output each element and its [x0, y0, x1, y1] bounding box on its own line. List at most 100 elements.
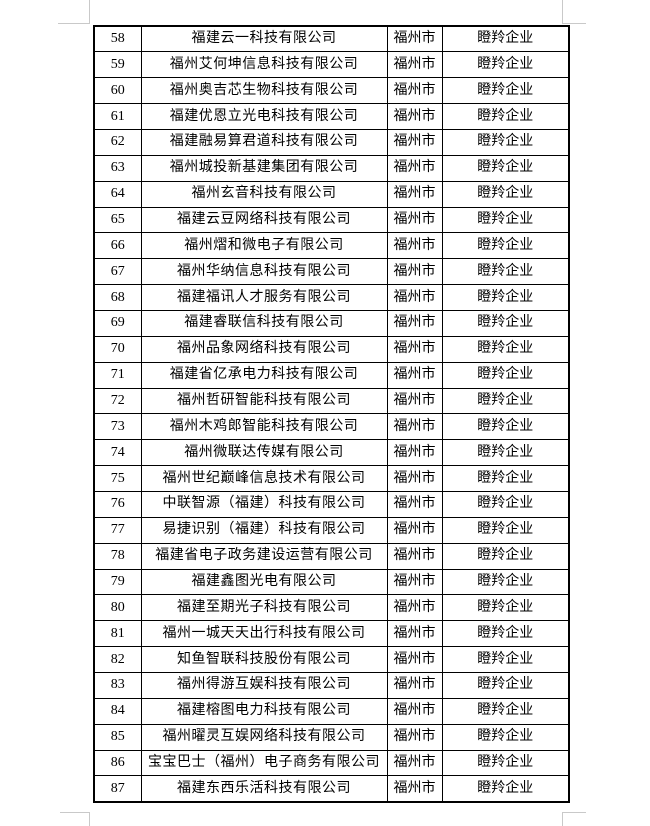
- city-cell: 福州市: [386, 620, 443, 648]
- row-number-cell: 62: [93, 128, 142, 156]
- city-cell: 福州市: [386, 77, 443, 105]
- city-cell: 福州市: [386, 51, 443, 79]
- table-row: 69 福建睿联信科技有限公司 福州市 瞪羚企业: [93, 309, 570, 337]
- row-number-cell: 64: [93, 180, 142, 208]
- company-name-cell: 福建省亿承电力科技有限公司: [140, 361, 388, 389]
- company-name-cell: 福州曜灵互娱网络科技有限公司: [140, 723, 388, 751]
- city-cell: 福州市: [386, 335, 443, 363]
- enterprise-type-cell: 瞪羚企业: [441, 620, 570, 648]
- enterprise-type-cell: 瞪羚企业: [441, 697, 570, 725]
- city-cell: 福州市: [386, 387, 443, 415]
- enterprise-type-cell: 瞪羚企业: [441, 723, 570, 751]
- table-row: 73 福州木鸡郎智能科技有限公司 福州市 瞪羚企业: [93, 413, 570, 441]
- enterprise-type-cell: 瞪羚企业: [441, 594, 570, 622]
- table-row: 62 福建融易算君道科技有限公司 福州市 瞪羚企业: [93, 128, 570, 156]
- crop-mark-bottom-left: [60, 812, 90, 826]
- city-cell: 福州市: [386, 723, 443, 751]
- company-name-cell: 宝宝巴士（福州）电子商务有限公司: [140, 749, 388, 777]
- row-number-cell: 69: [93, 309, 142, 337]
- enterprise-type-cell: 瞪羚企业: [441, 361, 570, 389]
- table-row: 58 福建云一科技有限公司 福州市 瞪羚企业: [93, 25, 570, 53]
- company-name-cell: 福州世纪巅峰信息技术有限公司: [140, 465, 388, 492]
- city-cell: 福州市: [386, 309, 443, 337]
- enterprise-type-cell: 瞪羚企业: [441, 646, 570, 673]
- city-cell: 福州市: [386, 594, 443, 622]
- company-name-cell: 知鱼智联科技股份有限公司: [140, 646, 388, 673]
- company-name-cell: 福建睿联信科技有限公司: [140, 309, 388, 337]
- company-name-cell: 福州奥吉芯生物科技有限公司: [140, 77, 388, 105]
- row-number-cell: 61: [93, 103, 142, 130]
- enterprise-type-cell: 瞪羚企业: [441, 128, 570, 156]
- table-row: 71 福建省亿承电力科技有限公司 福州市 瞪羚企业: [93, 361, 570, 389]
- company-name-cell: 福建榕图电力科技有限公司: [140, 697, 388, 725]
- company-name-cell: 福州玄音科技有限公司: [140, 180, 388, 208]
- enterprise-type-cell: 瞪羚企业: [441, 439, 570, 467]
- row-number-cell: 73: [93, 413, 142, 441]
- table-row: 76 中联智源（福建）科技有限公司 福州市 瞪羚企业: [93, 490, 570, 518]
- crop-mark-top-left: [58, 0, 90, 24]
- company-name-cell: 福建优恩立光电科技有限公司: [140, 103, 388, 130]
- company-name-cell: 中联智源（福建）科技有限公司: [140, 490, 388, 518]
- city-cell: 福州市: [386, 568, 443, 596]
- row-number-cell: 74: [93, 439, 142, 467]
- enterprise-type-cell: 瞪羚企业: [441, 542, 570, 570]
- company-name-cell: 福建鑫图光电有限公司: [140, 568, 388, 596]
- table-row: 78 福建省电子政务建设运营有限公司 福州市 瞪羚企业: [93, 542, 570, 570]
- table-row: 68 福建福讯人才服务有限公司 福州市 瞪羚企业: [93, 284, 570, 311]
- row-number-cell: 71: [93, 361, 142, 389]
- company-name-cell: 福建省电子政务建设运营有限公司: [140, 542, 388, 570]
- enterprise-type-cell: 瞪羚企业: [441, 387, 570, 415]
- row-number-cell: 58: [93, 25, 142, 53]
- city-cell: 福州市: [386, 646, 443, 673]
- row-number-cell: 75: [93, 465, 142, 492]
- company-name-cell: 福州艾何坤信息科技有限公司: [140, 51, 388, 79]
- crop-mark-bottom-right: [562, 812, 586, 826]
- row-number-cell: 84: [93, 697, 142, 725]
- row-number-cell: 81: [93, 620, 142, 648]
- city-cell: 福州市: [386, 671, 443, 699]
- enterprise-type-cell: 瞪羚企业: [441, 335, 570, 363]
- table-row: 83 福州得游互娱科技有限公司 福州市 瞪羚企业: [93, 671, 570, 699]
- enterprise-type-cell: 瞪羚企业: [441, 103, 570, 130]
- table-row: 64 福州玄音科技有限公司 福州市 瞪羚企业: [93, 180, 570, 208]
- table-row: 60 福州奥吉芯生物科技有限公司 福州市 瞪羚企业: [93, 77, 570, 105]
- row-number-cell: 87: [93, 775, 142, 803]
- table-row: 70 福州品象网络科技有限公司 福州市 瞪羚企业: [93, 335, 570, 363]
- table-row: 80 福建至期光子科技有限公司 福州市 瞪羚企业: [93, 594, 570, 622]
- company-name-cell: 福州微联达传媒有限公司: [140, 439, 388, 467]
- row-number-cell: 86: [93, 749, 142, 777]
- company-name-cell: 福建至期光子科技有限公司: [140, 594, 388, 622]
- row-number-cell: 59: [93, 51, 142, 79]
- company-name-cell: 福建云豆网络科技有限公司: [140, 206, 388, 234]
- enterprise-type-cell: 瞪羚企业: [441, 516, 570, 544]
- table-row: 59 福州艾何坤信息科技有限公司 福州市 瞪羚企业: [93, 51, 570, 79]
- row-number-cell: 63: [93, 154, 142, 182]
- table-row: 79 福建鑫图光电有限公司 福州市 瞪羚企业: [93, 568, 570, 596]
- city-cell: 福州市: [386, 232, 443, 260]
- enterprise-type-cell: 瞪羚企业: [441, 180, 570, 208]
- table-row: 65 福建云豆网络科技有限公司 福州市 瞪羚企业: [93, 206, 570, 234]
- table-row: 84 福建榕图电力科技有限公司 福州市 瞪羚企业: [93, 697, 570, 725]
- enterprise-table: 58 福建云一科技有限公司 福州市 瞪羚企业 59 福州艾何坤信息科技有限公司 …: [93, 25, 570, 803]
- city-cell: 福州市: [386, 258, 443, 286]
- enterprise-type-cell: 瞪羚企业: [441, 671, 570, 699]
- enterprise-type-cell: 瞪羚企业: [441, 258, 570, 286]
- company-name-cell: 福州熠和微电子有限公司: [140, 232, 388, 260]
- city-cell: 福州市: [386, 465, 443, 492]
- enterprise-type-cell: 瞪羚企业: [441, 206, 570, 234]
- city-cell: 福州市: [386, 128, 443, 156]
- company-name-cell: 福建融易算君道科技有限公司: [140, 128, 388, 156]
- row-number-cell: 79: [93, 568, 142, 596]
- row-number-cell: 78: [93, 542, 142, 570]
- enterprise-type-cell: 瞪羚企业: [441, 51, 570, 79]
- company-name-cell: 福州得游互娱科技有限公司: [140, 671, 388, 699]
- table-row: 85 福州曜灵互娱网络科技有限公司 福州市 瞪羚企业: [93, 723, 570, 751]
- company-name-cell: 福州一城天天出行科技有限公司: [140, 620, 388, 648]
- city-cell: 福州市: [386, 775, 443, 803]
- enterprise-type-cell: 瞪羚企业: [441, 413, 570, 441]
- table-row: 63 福州城投新基建集团有限公司 福州市 瞪羚企业: [93, 154, 570, 182]
- city-cell: 福州市: [386, 180, 443, 208]
- company-name-cell: 易捷识别（福建）科技有限公司: [140, 516, 388, 544]
- row-number-cell: 65: [93, 206, 142, 234]
- city-cell: 福州市: [386, 697, 443, 725]
